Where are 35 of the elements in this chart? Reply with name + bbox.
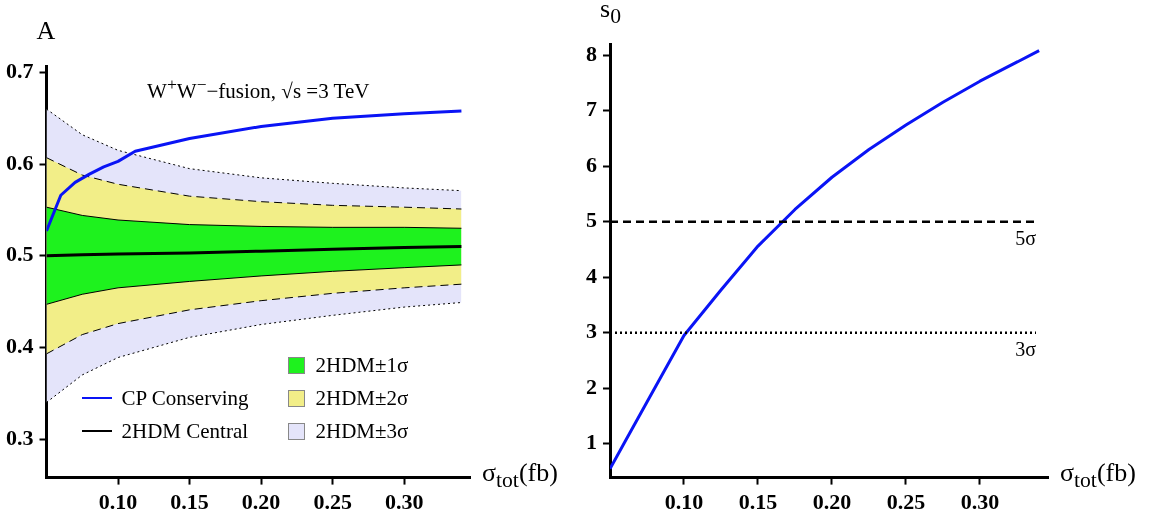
y-tick-label: 0.6 [6,149,34,175]
x-tick-label: 0.10 [664,489,704,515]
x-tick-label: 0.25 [313,489,352,515]
y-tick-label: 1 [586,429,597,455]
y-tick-label: 0.7 [6,58,34,84]
y-tick-label: 7 [586,96,597,122]
legend-label: 2HDM Central [121,418,249,444]
y-axis-title: A [36,16,56,46]
legend-label: 2HDM±3σ [315,418,409,444]
y-tick-label: 0.5 [6,241,34,267]
x-axis-title: σ$_{tot}$(fb) [1060,457,1136,493]
x-tick-label: 0.30 [384,489,424,515]
y-tick-label: 6 [586,151,597,177]
x-tick-label: 0.30 [960,489,1000,515]
y-tick-label: 3 [586,318,597,344]
y-tick-label: 0.4 [6,333,34,359]
x-axis-title: σ$_{tot}$(fb) [482,457,558,493]
x-tick-label: 0.10 [98,489,138,515]
x-tick-label: 0.15 [738,489,778,515]
y-tick-label: 4 [586,262,597,288]
y-tick-label: 5 [586,207,597,233]
x-tick-label: 0.15 [170,489,209,515]
annotation: W$^{+}$W$^{−}$−fusion, √s =3 TeV [147,74,370,104]
ref-line-label: 3σ [1015,337,1037,360]
y-tick-label: 8 [586,40,597,66]
x-tick-label: 0.20 [812,489,852,515]
y-tick-label: 2 [586,373,597,399]
x-tick-label: 0.25 [886,489,926,515]
legend-label: CP Conserving [121,385,249,411]
legend-label: 2HDM±2σ [315,385,409,411]
y-tick-label: 0.3 [6,424,34,450]
legend-label: 2HDM±1σ [315,352,409,378]
ref-line-label: 5σ [1015,226,1037,249]
y-axis-title: s$_{0}$ [600,0,621,30]
x-tick-label: 0.20 [241,489,281,515]
